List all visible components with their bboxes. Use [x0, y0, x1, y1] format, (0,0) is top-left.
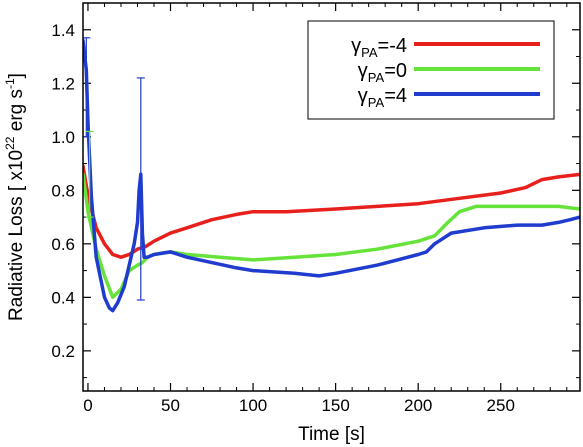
x-tick-label: 250 [487, 396, 515, 415]
legend-entry-gamma-0: γPA=0 [358, 60, 540, 85]
y-axis-label: Radiative Loss [ x1022 erg s-1] [3, 73, 27, 321]
x-tick-label: 200 [404, 396, 432, 415]
legend-label-gamma-plus-4: γPA=4 [358, 85, 407, 110]
legend-label-gamma-0: γPA=0 [358, 60, 407, 85]
y-tick-label: 1.4 [51, 21, 75, 40]
legend-entry-gamma-minus-4: γPA=-4 [351, 35, 540, 60]
series-line-gamma-0 [83, 172, 580, 300]
tick-marks [83, 3, 580, 391]
y-axis-label-exponent-1: 22 [3, 136, 17, 150]
plot-frame [82, 2, 581, 392]
x-tick-label: 150 [321, 396, 349, 415]
legend: γPA=-4 γPA=0 γPA=4 [307, 20, 555, 120]
y-tick-label: 1.2 [51, 74, 75, 93]
x-axis-label: Time [s] [298, 424, 365, 445]
series-line-gamma-plus-4 [83, 38, 580, 313]
x-tick-label: 50 [161, 396, 180, 415]
series-line-gamma-minus-4 [83, 164, 580, 259]
tick-labels: 0 50 100 150 200 250 0.2 0.4 0.6 0.8 1.0 1.2 1.4 [51, 21, 515, 415]
y-axis-label-end: ] [6, 73, 27, 78]
y-tick-label: 1.0 [51, 128, 75, 147]
y-tick-label: 0.8 [51, 181, 75, 200]
y-tick-label: 0.6 [51, 235, 75, 254]
legend-entry-gamma-plus-4: γPA=4 [358, 85, 540, 110]
series-lines [83, 37, 580, 313]
y-axis-label-main: Radiative Loss [ x10 [6, 150, 27, 321]
y-axis-label-mid: erg s [6, 89, 27, 137]
x-tick-label: 100 [239, 396, 267, 415]
y-tick-label: 0.2 [51, 342, 75, 361]
x-tick-label: 0 [83, 396, 92, 415]
legend-label-gamma-minus-4: γPA=-4 [351, 35, 407, 60]
y-tick-label: 0.4 [51, 288, 75, 307]
y-axis-label-exponent-2: -1 [3, 78, 17, 89]
